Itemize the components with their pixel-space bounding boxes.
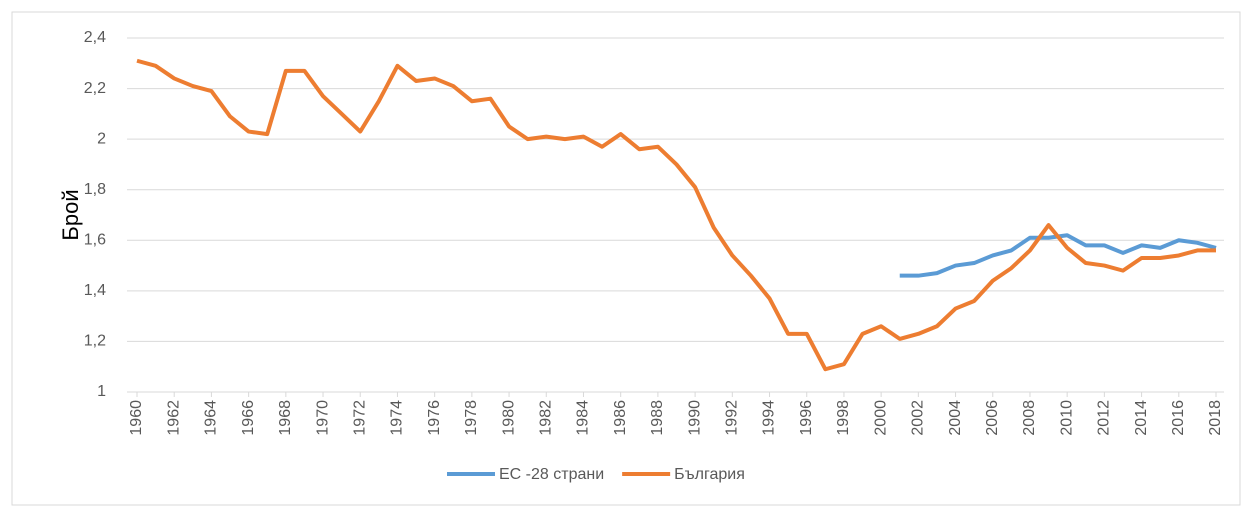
x-tick-label: 1966 xyxy=(240,400,257,436)
y-tick-label: 2 xyxy=(97,130,106,147)
x-tick-label: 1986 xyxy=(612,400,629,436)
y-tick-label: 1,8 xyxy=(84,181,106,198)
x-tick-label: 1982 xyxy=(537,400,554,436)
x-tick-label: 1998 xyxy=(835,400,852,436)
x-tick-label: 1980 xyxy=(500,400,517,436)
x-tick-label: 2002 xyxy=(910,400,927,436)
x-tick-label: 2016 xyxy=(1170,400,1187,436)
x-tick-label: 1992 xyxy=(724,400,741,436)
y-tick-label: 1,4 xyxy=(84,282,106,299)
x-tick-label: 1970 xyxy=(314,400,331,436)
legend-label: България xyxy=(674,466,745,483)
x-tick-label: 2000 xyxy=(872,400,889,436)
x-tick-label: 1996 xyxy=(798,400,815,436)
x-tick-label: 2018 xyxy=(1207,400,1224,436)
x-tick-label: 1972 xyxy=(351,400,368,436)
y-tick-label: 2,4 xyxy=(84,29,106,46)
y-tick-label: 2,2 xyxy=(84,80,106,97)
x-tick-label: 1978 xyxy=(463,400,480,436)
y-tick-label: 1,2 xyxy=(84,333,106,350)
y-tick-label: 1 xyxy=(97,383,106,400)
x-tick-label: 1962 xyxy=(165,400,182,436)
x-tick-label: 1960 xyxy=(128,400,145,436)
y-tick-label: 1,6 xyxy=(84,232,106,249)
x-tick-label: 1974 xyxy=(389,400,406,436)
x-tick-label: 2012 xyxy=(1096,400,1113,436)
x-tick-label: 1984 xyxy=(575,400,592,436)
x-tick-label: 1994 xyxy=(761,400,778,436)
x-tick-label: 1976 xyxy=(426,400,443,436)
x-tick-label: 2004 xyxy=(947,400,964,436)
x-tick-label: 1990 xyxy=(686,400,703,436)
y-axis-label: Брой xyxy=(58,189,83,240)
line-series xyxy=(136,58,1216,372)
legend-label: ЕС -28 страни xyxy=(499,466,604,483)
x-tick-label: 1968 xyxy=(277,400,294,436)
x-tick-label: 2006 xyxy=(984,400,1001,436)
x-tick-label: 2010 xyxy=(1058,400,1075,436)
x-tick-label: 1988 xyxy=(649,400,666,436)
chart-frame xyxy=(11,11,1241,506)
x-tick-label: 2014 xyxy=(1133,400,1150,436)
x-tick-label: 1964 xyxy=(203,400,220,436)
x-tick-label: 2008 xyxy=(1021,400,1038,436)
